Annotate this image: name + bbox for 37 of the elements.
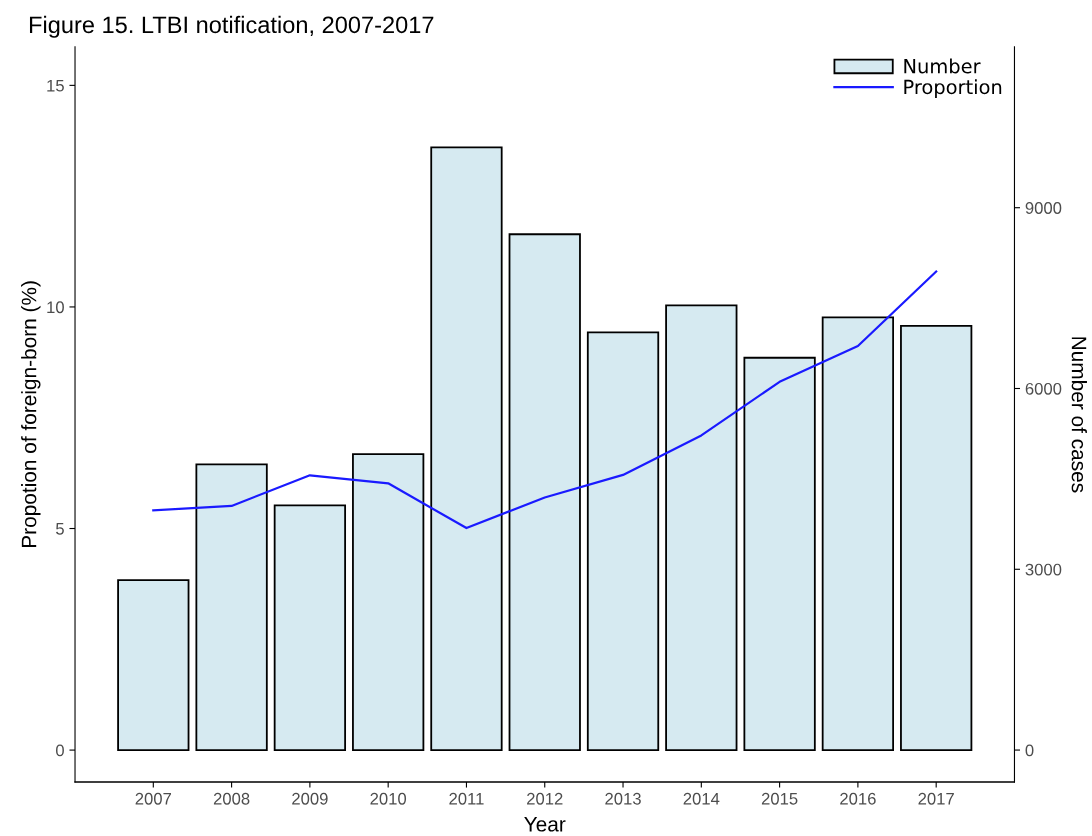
bar	[743, 356, 816, 751]
x-tick-label: 2015	[761, 792, 798, 805]
x-tick-label: 2009	[292, 792, 328, 805]
bar	[586, 331, 660, 751]
bar	[900, 324, 973, 751]
legend-label: Number	[904, 58, 981, 74]
y2-tick-label: 9000	[1025, 202, 1062, 214]
bar	[430, 146, 503, 751]
y-tick-label: 0	[55, 744, 64, 757]
x-tick-label: 2011	[449, 792, 484, 805]
line-series	[152, 270, 938, 530]
chart-title: Figure 15. LTBI notification, 2007-2017	[29, 15, 434, 38]
x-tick-label: 2017	[918, 792, 954, 805]
y-tick-label: 5	[56, 523, 64, 535]
y-axis-title: Propotion of foreign-born (%)	[21, 281, 41, 548]
bar	[352, 453, 425, 751]
bar	[273, 504, 347, 751]
x-axis-title: Year	[524, 817, 566, 832]
x-tick-label: 2012	[527, 792, 563, 805]
bar	[665, 304, 738, 751]
x-tick-label: 2007	[135, 792, 172, 805]
x-tick-label: 2010	[370, 792, 407, 805]
x-tick-label: 2013	[605, 792, 641, 805]
bar	[508, 233, 581, 751]
y2-tick-label: 3000	[1025, 563, 1062, 576]
y2-axis-title: Number of cases	[1071, 337, 1087, 493]
bar	[117, 579, 190, 751]
y2-tick-label: 0	[1025, 744, 1034, 757]
legend-label: Proportion	[904, 79, 1002, 99]
y2-tick-label: 6000	[1025, 382, 1062, 395]
x-tick-label: 2016	[840, 792, 876, 805]
x-tick-label: 2014	[683, 792, 720, 805]
bar	[821, 316, 895, 751]
y-tick-label: 15	[47, 79, 64, 92]
bar	[195, 463, 268, 751]
y-tick-label: 10	[47, 301, 64, 314]
x-tick-label: 2008	[213, 792, 250, 805]
